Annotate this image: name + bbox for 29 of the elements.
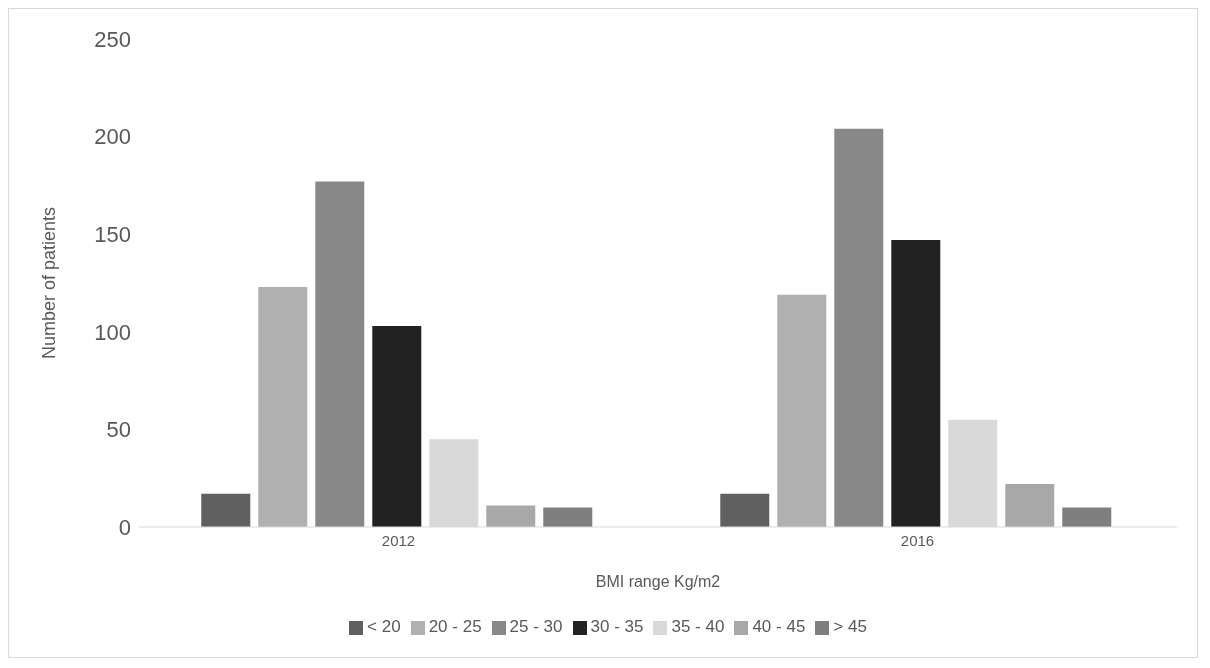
legend-label: 35 - 40 [671,617,725,636]
legend-label: > 45 [833,617,867,636]
y-tick-label: 100 [94,319,131,345]
y-tick-label: 50 [106,417,131,443]
y-tick-label: 150 [94,222,131,248]
bar [486,505,536,527]
y-axis-title: Number of patients [39,206,60,360]
y-tick-label: 200 [94,124,131,150]
bar [1005,484,1055,527]
bar [315,181,365,527]
bar [543,507,593,527]
bar [777,294,827,527]
legend-label: 30 - 35 [590,617,644,636]
bar [258,286,308,527]
x-tick-label: 2016 [900,531,935,549]
x-tick-label: 2012 [381,531,416,549]
bar [720,493,770,527]
legend-label: < 20 [367,617,401,636]
bar [834,128,884,527]
y-tick-label: 250 [94,26,131,52]
bar [201,493,251,527]
bar [1062,507,1112,527]
legend-label: 25 - 30 [509,617,563,636]
legend-label: 40 - 45 [752,617,806,636]
legend-label: 20 - 25 [428,617,482,636]
x-axis-title: BMI range Kg/m2 [595,573,721,590]
bar [372,325,422,527]
y-tick-label: 0 [118,514,131,540]
bar [891,240,941,527]
